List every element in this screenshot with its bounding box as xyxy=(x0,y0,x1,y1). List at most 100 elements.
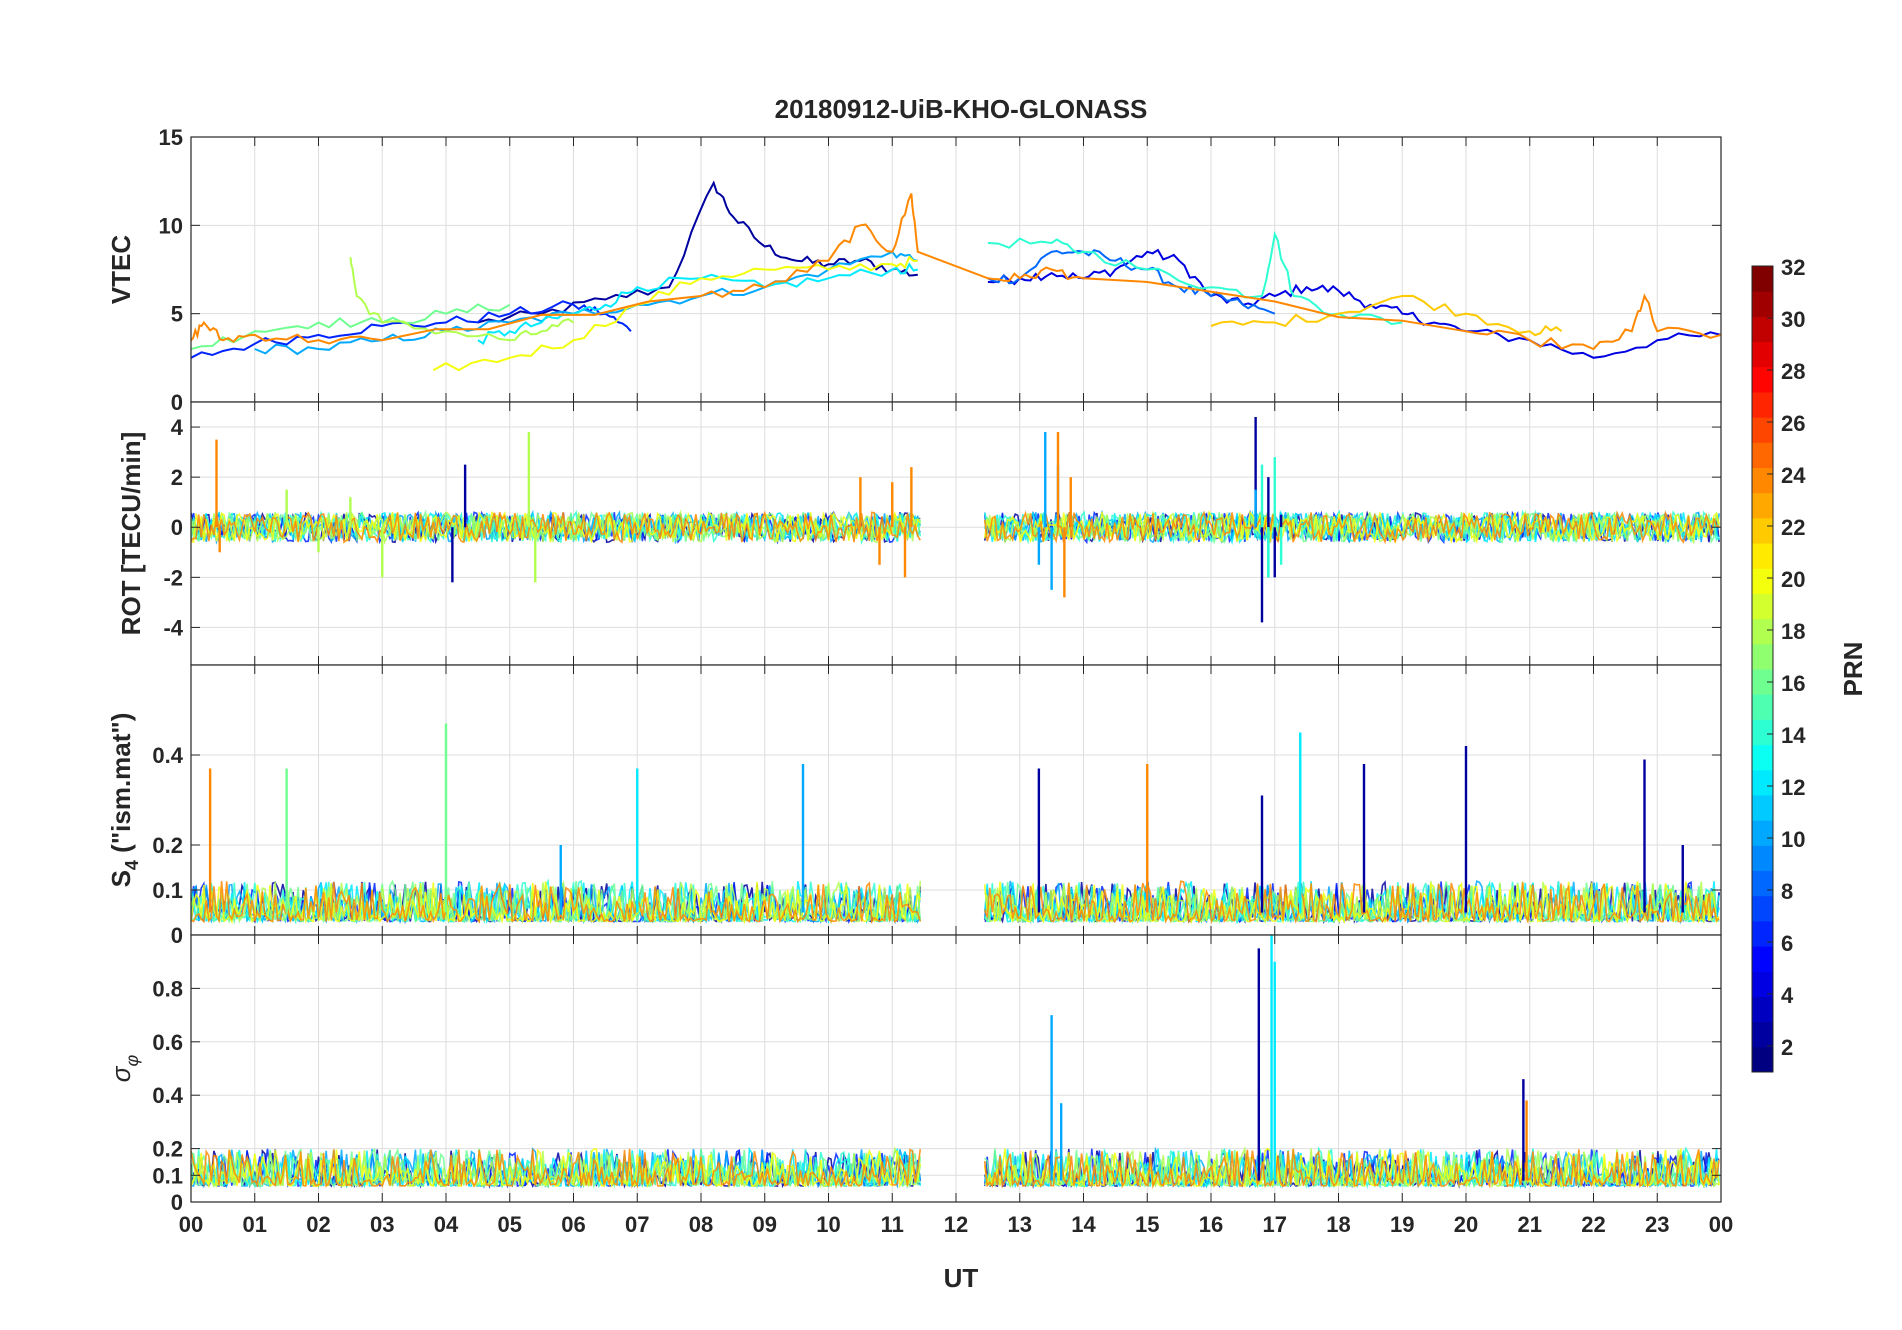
x-tick-label: 15 xyxy=(1135,1212,1159,1237)
noise-trace-prn-18 xyxy=(984,510,1720,545)
y-tick-label: 0.6 xyxy=(152,1030,183,1055)
series-prn-14 xyxy=(987,230,1403,326)
noise-trace-prn-12 xyxy=(983,1147,1720,1190)
colorbar-swatch xyxy=(1752,820,1773,846)
colorbar-swatch xyxy=(1752,643,1773,670)
panel-sigma_phi-plot xyxy=(191,935,1720,1190)
colorbar-tick-label: 4 xyxy=(1781,983,1794,1008)
colorbar-tick-label: 24 xyxy=(1781,463,1806,488)
colorbar-swatch xyxy=(1752,1046,1773,1073)
y-tick-label: 0.1 xyxy=(152,1163,183,1188)
colorbar-swatch xyxy=(1752,593,1773,620)
x-tick-label: 19 xyxy=(1390,1212,1414,1237)
colorbar-tick-label: 8 xyxy=(1781,879,1793,904)
x-tick-label: 14 xyxy=(1071,1212,1096,1237)
colorbar-tick-label: 6 xyxy=(1781,931,1793,956)
colorbar-tick-label: 26 xyxy=(1781,411,1805,436)
colorbar-tick-label: 22 xyxy=(1781,515,1805,540)
x-tick-label: 04 xyxy=(434,1212,459,1237)
colorbar-swatch xyxy=(1752,920,1773,947)
y-tick-label: 0.4 xyxy=(152,1083,183,1108)
y-tick-label: 0.1 xyxy=(152,878,183,903)
noise-trace-prn-24 xyxy=(191,510,921,544)
colorbar-swatch xyxy=(1752,492,1773,519)
colorbar-swatch xyxy=(1752,669,1773,695)
y-tick-label: 0.2 xyxy=(152,1137,183,1162)
x-tick-label: 05 xyxy=(498,1212,522,1237)
y-tick-label: 0.4 xyxy=(152,743,183,768)
colorbar-swatch xyxy=(1752,769,1773,796)
y-tick-label: 0 xyxy=(171,1190,183,1215)
series-prn-22 xyxy=(1210,294,1563,337)
colorbar-swatch xyxy=(1752,341,1773,368)
noise-trace-prn-20 xyxy=(983,881,1720,925)
colorbar-tick-label: 14 xyxy=(1781,723,1806,748)
colorbar-swatch xyxy=(1752,316,1773,343)
colorbar-swatch xyxy=(1752,517,1773,544)
y-tick-label: -4 xyxy=(163,615,183,640)
colorbar-swatch xyxy=(1752,794,1773,821)
x-tick-label: 16 xyxy=(1199,1212,1223,1237)
x-tick-label: 09 xyxy=(753,1212,777,1237)
y-tick-label: 0 xyxy=(171,515,183,540)
colorbar-swatch xyxy=(1752,845,1773,871)
x-tick-label: 00 xyxy=(179,1212,203,1237)
series-prn-24 xyxy=(191,193,1721,351)
y-tick-label: 5 xyxy=(171,302,183,327)
y-tick-label: 0 xyxy=(171,923,183,948)
y-tick-label: 15 xyxy=(159,125,183,150)
noise-trace-prn-18 xyxy=(984,1145,1720,1189)
panel-s4-plot xyxy=(191,723,1720,925)
colorbar-swatch xyxy=(1752,694,1773,720)
x-axis-label: UT xyxy=(944,1263,979,1293)
x-tick-label: 00 xyxy=(1709,1212,1733,1237)
colorbar-swatch xyxy=(1752,291,1773,317)
colorbar-swatch xyxy=(1752,996,1773,1023)
y-label-sub: φ xyxy=(122,1055,142,1067)
panel-s4: 0 0.1 0.2 0.4 S4 ("ism.mat") xyxy=(106,664,1722,948)
x-tick-label: 02 xyxy=(306,1212,330,1237)
series-prn-18 xyxy=(349,256,575,342)
x-tick-label: 22 xyxy=(1581,1212,1605,1237)
panel-vtec-plot xyxy=(191,180,1721,372)
panel-sigma_phi: 00.10.2 0.4 0.6 0.8 σφ xyxy=(106,934,1722,1215)
y-label-main: σ xyxy=(106,1065,136,1082)
colorbar-tick-label: 30 xyxy=(1781,307,1805,332)
y-axis-label-sigma_phi: σφ xyxy=(106,1055,142,1083)
x-tick-label: 18 xyxy=(1326,1212,1350,1237)
y-axis-label-rot: ROT [TECU/min] xyxy=(116,432,146,636)
colorbar-swatch xyxy=(1752,895,1773,922)
colorbar-tick-label: 12 xyxy=(1781,775,1805,800)
x-tick-label: 01 xyxy=(243,1212,267,1237)
colorbar-swatch xyxy=(1752,442,1773,468)
y-label-main: S xyxy=(106,870,136,887)
noise-trace-prn-24 xyxy=(191,881,922,924)
noise-trace-prn-24 xyxy=(983,510,1720,545)
colorbar-tick-label: 32 xyxy=(1781,255,1805,280)
x-tick-label: 11 xyxy=(881,1212,904,1237)
chart-title: 20180912-UiB-KHO-GLONASS xyxy=(775,94,1148,124)
colorbar-swatch xyxy=(1752,391,1773,418)
x-tick-label: 08 xyxy=(689,1212,713,1237)
x-tick-labels: 00 01 02 03 04 05 06 07 08 09 10 11 12 13 14 15 16 17 18 19… xyxy=(179,1212,1733,1237)
colorbar-tick-label: 28 xyxy=(1781,359,1805,384)
series-prn-20 xyxy=(432,255,918,372)
y-tick-label: 0 xyxy=(171,390,183,415)
colorbar-swatch xyxy=(1752,366,1773,393)
noise-trace-prn-24 xyxy=(983,1148,1720,1190)
y-tick-label: -2 xyxy=(163,565,183,590)
series-prn-12 xyxy=(477,262,919,345)
y-tick-label: 2 xyxy=(171,465,183,490)
y-tick-label: 0.8 xyxy=(152,976,183,1001)
x-tick-label: 12 xyxy=(944,1212,968,1237)
x-tick-label: 21 xyxy=(1518,1212,1542,1237)
series-prn-6 xyxy=(191,300,632,359)
colorbar-swatch xyxy=(1752,971,1773,997)
noise-trace-prn-24 xyxy=(191,1148,922,1189)
y-label-sub: 4 xyxy=(122,860,142,870)
noise-trace-prn-20 xyxy=(191,881,922,925)
x-tick-label: 13 xyxy=(1008,1212,1032,1237)
colorbar-swatch xyxy=(1752,870,1773,897)
